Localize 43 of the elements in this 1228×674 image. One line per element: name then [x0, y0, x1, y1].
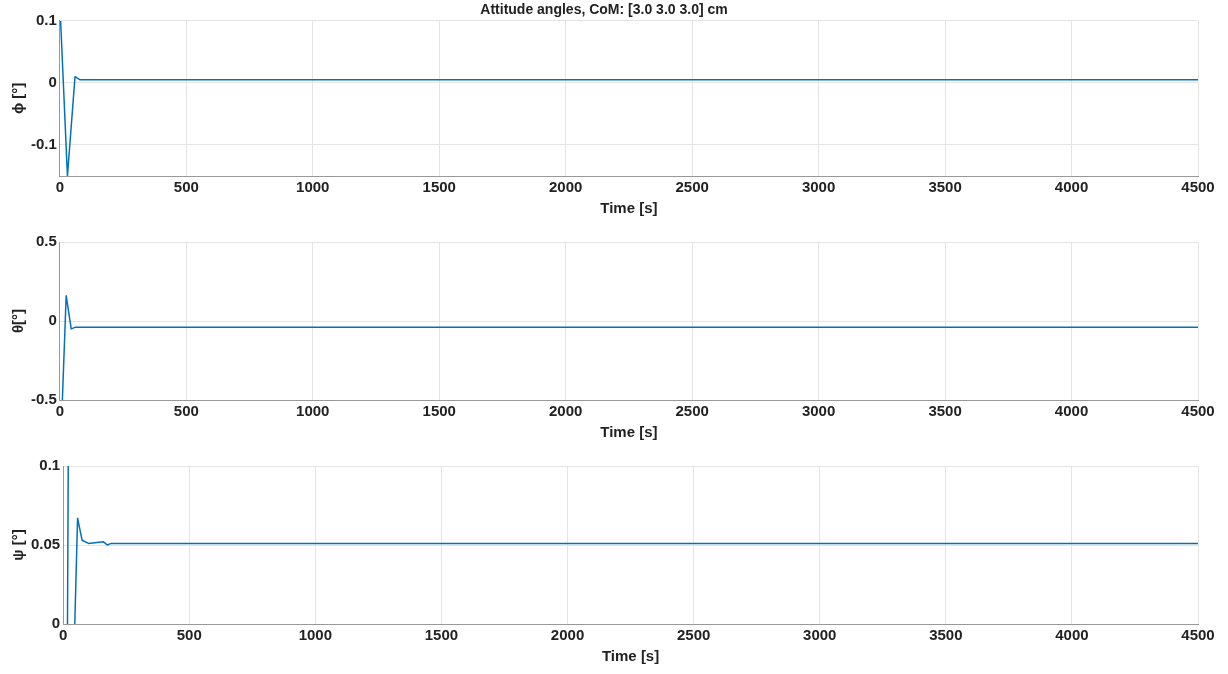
x-tick-label: 1000: [298, 626, 333, 644]
x-axis-title: Time [s]: [600, 423, 658, 441]
x-tick-label: 2000: [549, 402, 583, 420]
y-tick-label: 0: [48, 311, 57, 329]
y-tick-label: 0.5: [35, 232, 57, 250]
y-axis-title: ϕ [°]: [9, 82, 27, 115]
x-tick-label: 1500: [422, 178, 456, 196]
x-tick-label: 4000: [1054, 402, 1089, 420]
y-tick-label: -0.5: [30, 390, 57, 408]
x-tick-label: 1500: [422, 402, 456, 420]
x-tick-label: 2000: [549, 178, 583, 196]
y-tick-label: 0.1: [39, 456, 61, 474]
x-tick-label: 3000: [801, 402, 836, 420]
x-axis-title: Time [s]: [601, 647, 660, 665]
y-axis-title: ψ [°]: [9, 529, 27, 561]
x-tick-label: 500: [173, 402, 199, 420]
x-tick-label: 3500: [928, 178, 962, 196]
x-tick-label: 4500: [1181, 626, 1215, 644]
x-tick-label: 1000: [296, 402, 330, 420]
x-tick-label: 2500: [675, 402, 709, 420]
y-axis-title: θ[°]: [9, 308, 27, 334]
x-tick-label: 1000: [296, 178, 330, 196]
x-tick-label: 4000: [1055, 626, 1089, 644]
x-tick-label: 3000: [803, 626, 837, 644]
y-tick-label: 0.1: [35, 10, 57, 28]
x-tick-label: 3500: [929, 626, 963, 644]
x-tick-label: 2500: [676, 626, 711, 644]
x-tick-label: 3500: [928, 402, 962, 420]
x-tick-label: 500: [173, 178, 199, 196]
x-tick-label: 2500: [675, 178, 709, 196]
x-axis-title: Time [s]: [600, 199, 658, 217]
x-tick-label: 500: [176, 626, 202, 644]
x-tick-label: 2000: [550, 626, 585, 644]
y-tick-label: 0.05: [30, 535, 61, 553]
x-tick-label: 4500: [1181, 402, 1215, 420]
x-tick-label: 1500: [424, 626, 459, 644]
y-tick-label: -0.1: [30, 135, 57, 153]
y-tick-label: 0: [48, 73, 57, 91]
x-tick-label: 4500: [1181, 178, 1215, 196]
x-tick-label: 3000: [801, 178, 836, 196]
y-tick-label: 0: [51, 614, 61, 632]
chart-title: Attitude angles, CoM: [3.0 3.0 3.0] cm: [480, 1, 728, 18]
x-tick-label: 4000: [1054, 178, 1089, 196]
